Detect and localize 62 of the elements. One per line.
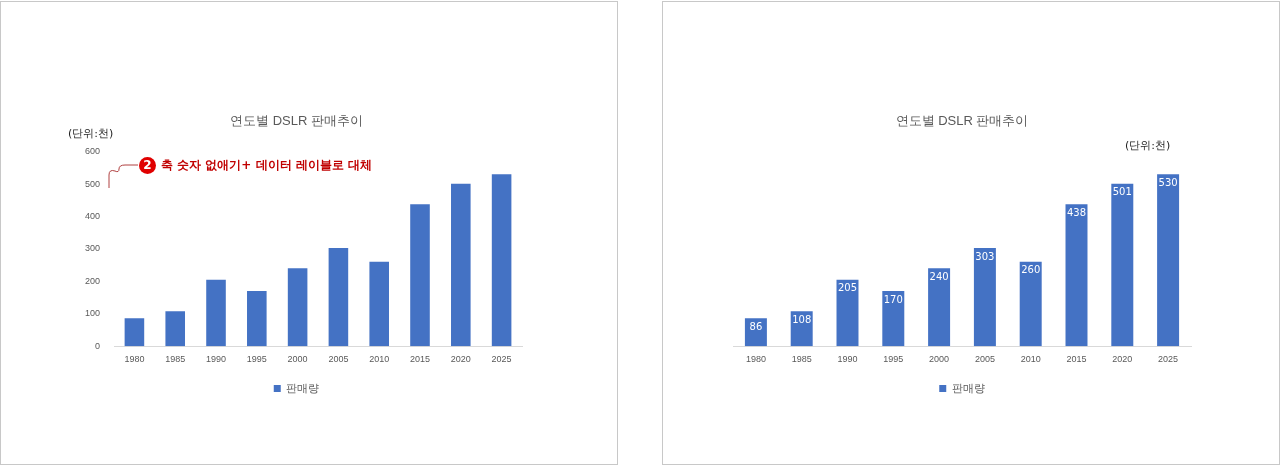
bar bbox=[882, 291, 905, 347]
x-tick-label: 2010 bbox=[369, 354, 390, 365]
x-tick-label: 1995 bbox=[883, 354, 904, 365]
chart-title: 연도별 DSLR 판매추이 bbox=[230, 113, 363, 129]
chart-title: 연도별 DSLR 판매추이 bbox=[895, 113, 1029, 129]
x-tick-label: 2005 bbox=[328, 354, 349, 365]
bar bbox=[451, 183, 471, 347]
bar bbox=[928, 268, 951, 347]
x-tick-label: 2015 bbox=[409, 354, 431, 365]
x-tick-label: 2015 bbox=[1066, 354, 1087, 365]
data-label: 108 bbox=[792, 313, 812, 325]
x-tick-label: 1980 bbox=[124, 354, 145, 365]
x-tick-label: 2020 bbox=[450, 354, 471, 365]
x-tick-label: 2000 bbox=[287, 354, 308, 365]
bar bbox=[410, 204, 430, 347]
bar bbox=[206, 279, 226, 347]
text: (단위:천) bbox=[68, 126, 114, 141]
bar bbox=[973, 247, 996, 347]
x-tick-label: 2020 bbox=[1112, 354, 1133, 365]
bar bbox=[491, 174, 512, 347]
bar bbox=[328, 247, 349, 347]
data-label: 170 bbox=[883, 293, 903, 305]
x-tick-label: 1990 bbox=[837, 354, 858, 365]
legend-label: 판매량 bbox=[286, 381, 320, 394]
bar bbox=[124, 318, 145, 347]
y-tick-label: 500 bbox=[84, 178, 101, 189]
data-label: 260 bbox=[1021, 264, 1041, 276]
x-tick-label: 1995 bbox=[246, 354, 267, 365]
data-label: 530 bbox=[1158, 176, 1178, 188]
x-tick-label: 1990 bbox=[206, 354, 227, 365]
annotation: 2 bbox=[139, 157, 156, 174]
y-tick-label: 100 bbox=[84, 308, 101, 319]
y-tick-label: 300 bbox=[84, 243, 101, 254]
data-label: 205 bbox=[837, 282, 858, 294]
data-label: 86 bbox=[749, 320, 763, 332]
y-tick-label: 0 bbox=[95, 340, 101, 351]
y-tick-label: 600 bbox=[84, 146, 101, 157]
data-label: 303 bbox=[975, 250, 995, 262]
bar bbox=[1157, 174, 1180, 347]
x-tick-label: 2025 bbox=[491, 354, 512, 365]
y-tick-label: 200 bbox=[84, 275, 101, 286]
data-label: 240 bbox=[929, 270, 949, 282]
x-tick-label: 2010 bbox=[1020, 354, 1041, 365]
x-tick-label: 2005 bbox=[974, 354, 995, 365]
legend-label: 판매량 bbox=[951, 381, 985, 394]
data-label: 438 bbox=[1066, 206, 1087, 218]
x-tick-label: 1985 bbox=[791, 354, 812, 365]
bar bbox=[1111, 183, 1134, 347]
annotation: 축 숫자 없애기+ 데이터 레이블로 대체 bbox=[161, 157, 372, 174]
y-tick-label: 400 bbox=[84, 210, 101, 221]
x-tick-label: 2025 bbox=[1158, 354, 1179, 365]
bar bbox=[165, 311, 186, 347]
bar bbox=[1065, 204, 1088, 347]
x-tick-label: 2000 bbox=[929, 354, 950, 365]
bar bbox=[1019, 261, 1042, 347]
x-tick-label: 1985 bbox=[165, 354, 186, 365]
x-tick-label: 1980 bbox=[745, 354, 766, 365]
bar bbox=[247, 291, 267, 347]
bar bbox=[287, 268, 308, 347]
data-label: 501 bbox=[1112, 186, 1132, 198]
bar bbox=[369, 261, 389, 347]
annotation: (단위:천) bbox=[1125, 138, 1171, 153]
